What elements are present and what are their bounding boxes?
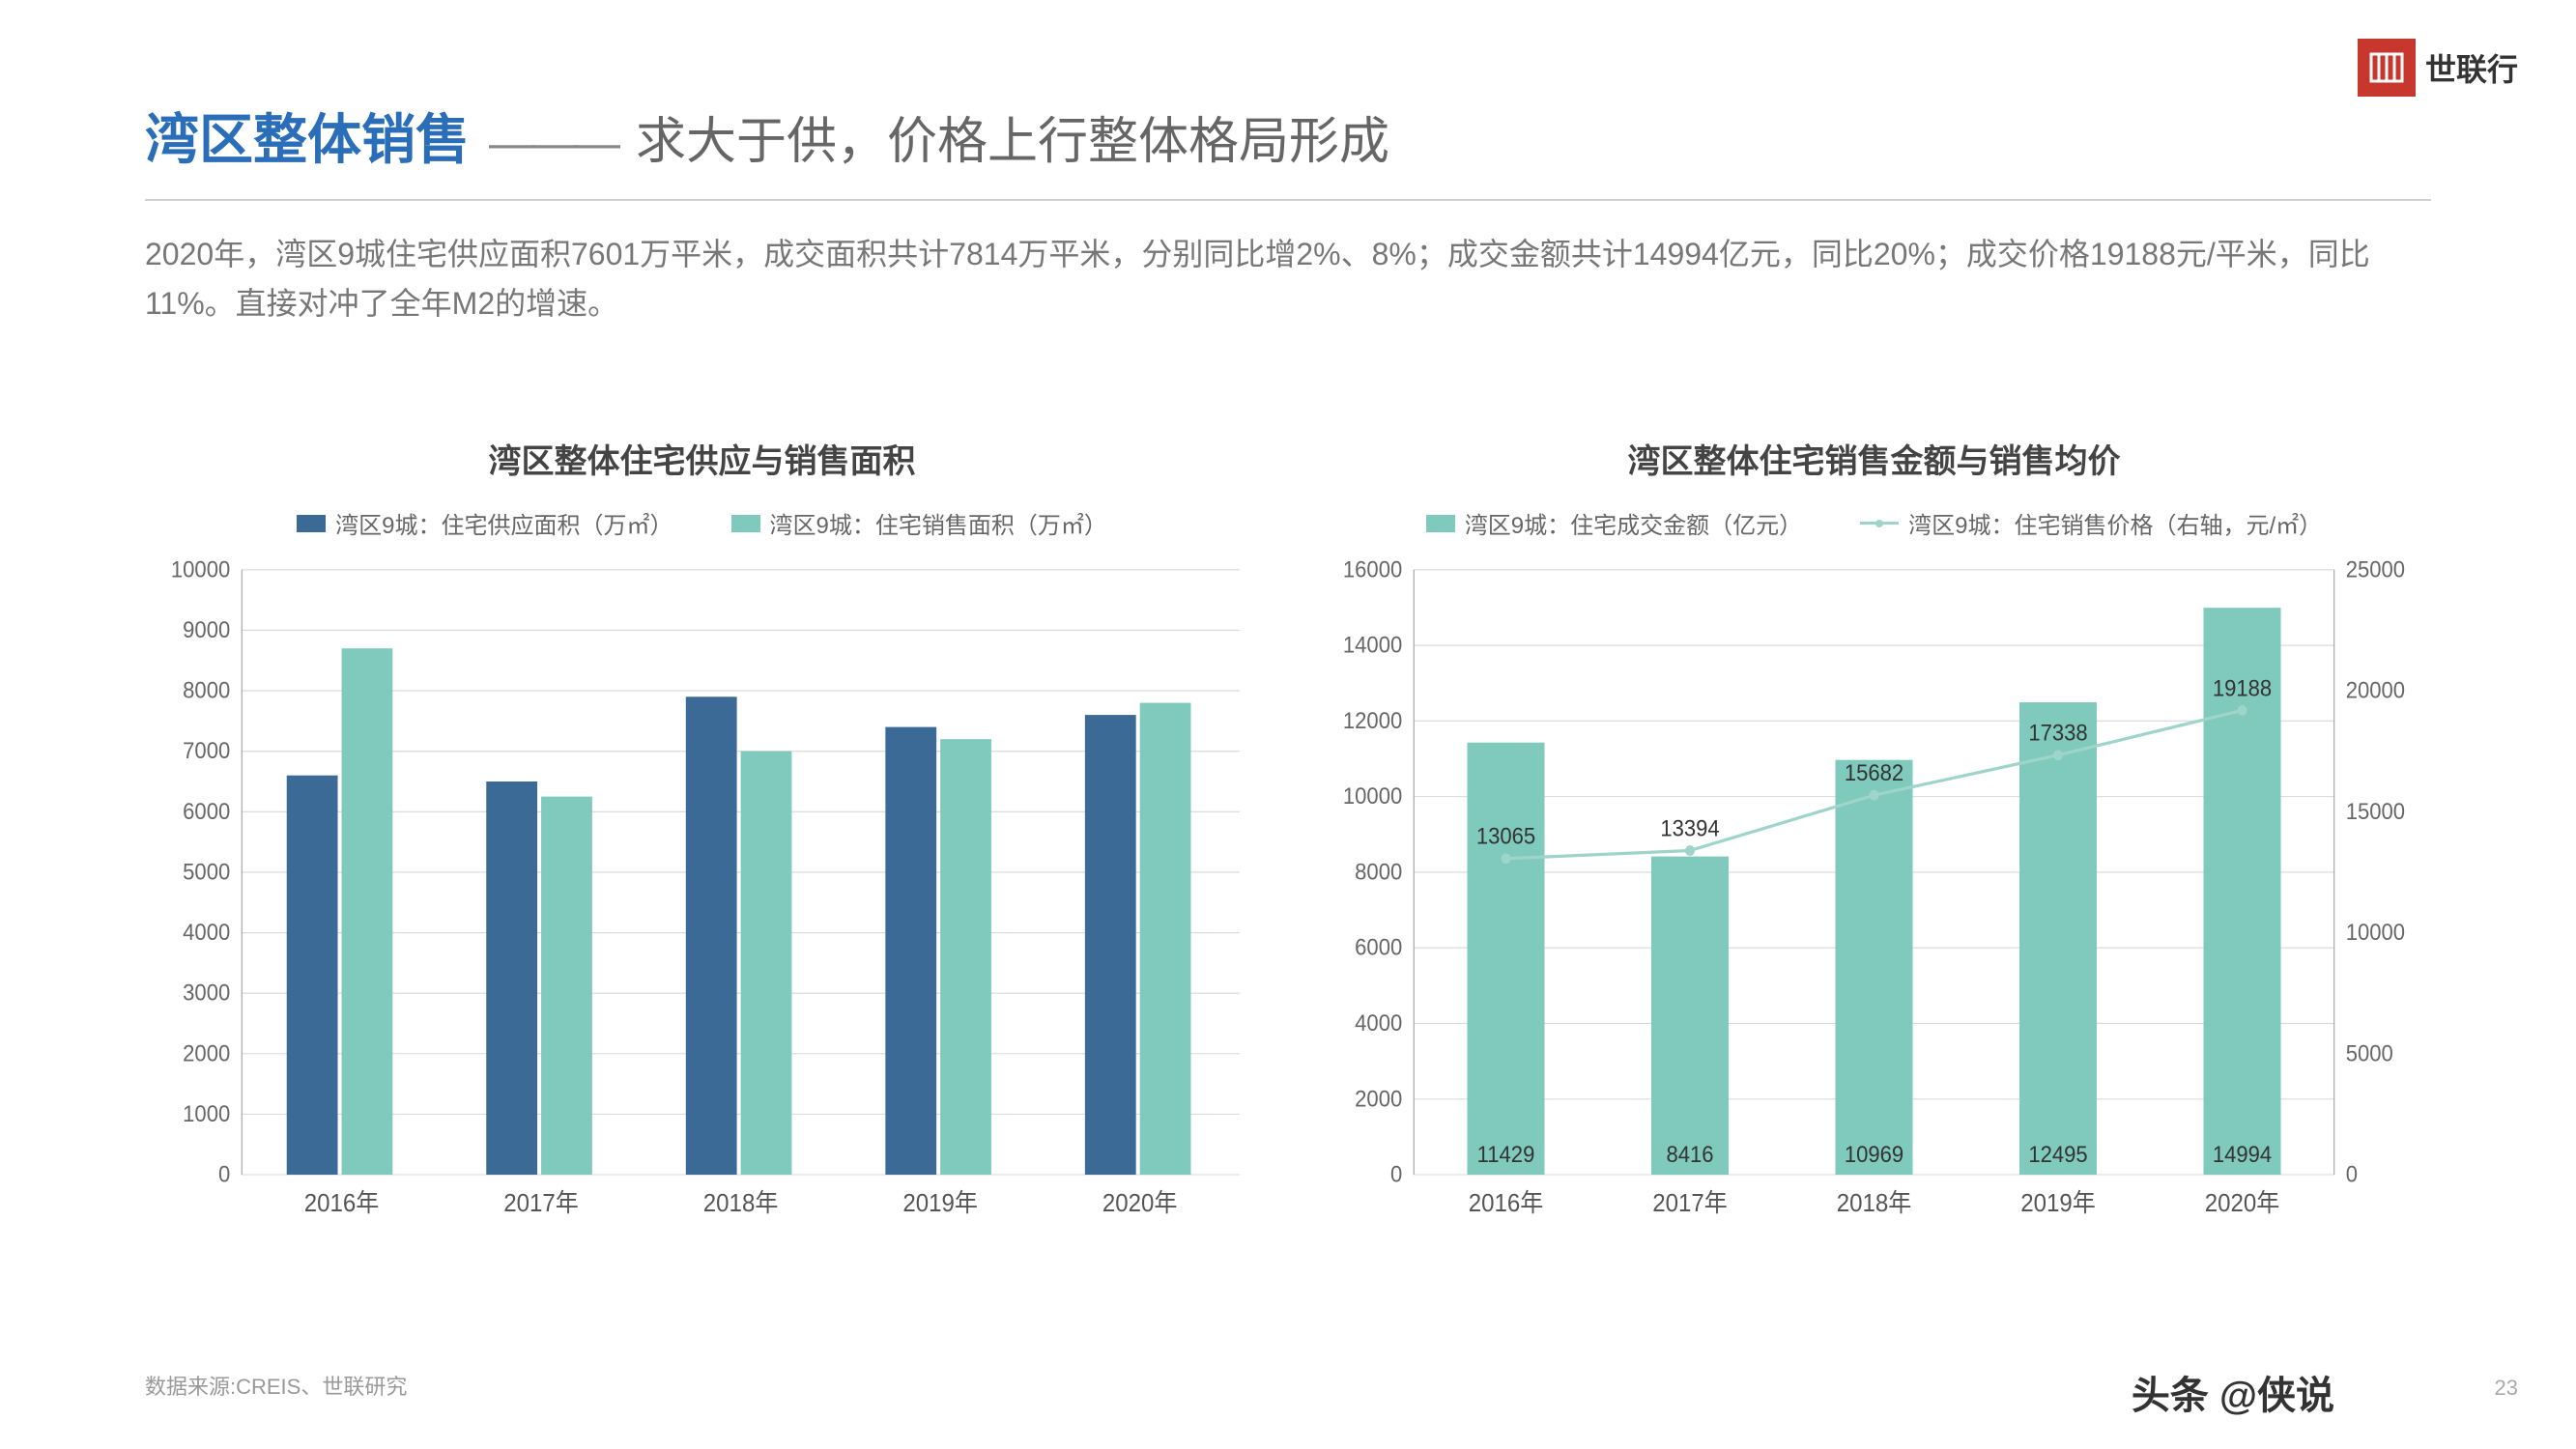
- legend-item: 湾区9城：住宅销售价格（右轴，元/㎡）: [1860, 506, 2322, 540]
- footer-source: 数据来源:CREIS、世联研究: [145, 1370, 407, 1401]
- chart-left-title: 湾区整体住宅供应与销售面积: [145, 435, 1259, 482]
- svg-text:16000: 16000: [1343, 559, 1402, 582]
- description-text: 2020年，湾区9城住宅供应面积7601万平米，成交面积共计7814万平米，分别…: [145, 230, 2431, 328]
- svg-text:0: 0: [218, 1161, 230, 1187]
- svg-text:10000: 10000: [2346, 920, 2405, 946]
- svg-text:10969: 10969: [1845, 1142, 1903, 1168]
- svg-text:5000: 5000: [2346, 1040, 2393, 1066]
- title-separator: ———: [489, 117, 616, 170]
- legend-swatch: [1426, 515, 1455, 532]
- legend-item: 湾区9城：住宅销售面积（万㎡）: [731, 506, 1107, 540]
- svg-text:2018年: 2018年: [703, 1189, 779, 1217]
- legend-item: 湾区9城：住宅成交金额（亿元）: [1426, 506, 1802, 540]
- svg-text:2017年: 2017年: [1652, 1189, 1728, 1217]
- chart-right-legend: 湾区9城：住宅成交金额（亿元） 湾区9城：住宅销售价格（右轴，元/㎡）: [1317, 506, 2431, 540]
- chart-left-legend: 湾区9城：住宅供应面积（万㎡） 湾区9城：住宅销售面积（万㎡）: [145, 506, 1259, 540]
- watermark: 头条 @侠说: [2132, 1364, 2334, 1420]
- svg-text:10000: 10000: [1343, 783, 1402, 810]
- title-row: 湾区整体销售 ——— 求大于供，价格上行整体格局形成: [145, 97, 2431, 175]
- svg-text:8416: 8416: [1666, 1142, 1713, 1168]
- svg-text:2020年: 2020年: [1102, 1189, 1178, 1217]
- svg-text:0: 0: [1390, 1161, 1402, 1187]
- legend-swatch: [731, 515, 760, 532]
- chart-left-svg: 0 1000 2000 3000 4000 5000 6000 7000 8000 9000 100…: [145, 559, 1259, 1227]
- chart-right-svg: 0 2000 4000 6000 8000 10000 12000 14000 16000 0 50…: [1317, 559, 2431, 1227]
- svg-text:11429: 11429: [1477, 1142, 1535, 1168]
- chart-right-panel: 湾区整体住宅销售金额与销售均价 湾区9城：住宅成交金额（亿元） 湾区9城：住宅销…: [1317, 435, 2431, 1227]
- svg-text:0: 0: [2346, 1161, 2358, 1187]
- svg-text:13065: 13065: [1476, 823, 1535, 849]
- svg-text:2020年: 2020年: [2205, 1189, 2280, 1217]
- svg-text:6000: 6000: [1355, 934, 1402, 960]
- svg-text:2000: 2000: [183, 1040, 230, 1066]
- legend-swatch: [297, 515, 326, 532]
- chart-right-plot: 0 2000 4000 6000 8000 10000 12000 14000 16000 0 50…: [1317, 559, 2431, 1227]
- svg-text:2018年: 2018年: [1837, 1189, 1912, 1217]
- svg-text:9000: 9000: [183, 617, 230, 643]
- svg-text:4000: 4000: [1355, 1010, 1402, 1037]
- svg-text:14000: 14000: [1343, 632, 1402, 658]
- logo-icon: [2358, 39, 2416, 97]
- slide: 世联行 湾区整体销售 ——— 求大于供，价格上行整体格局形成 2020年，湾区9…: [0, 0, 2576, 1449]
- svg-text:2019年: 2019年: [902, 1189, 978, 1217]
- svg-text:17338: 17338: [2028, 720, 2087, 746]
- svg-text:2016年: 2016年: [304, 1189, 380, 1217]
- svg-text:2019年: 2019年: [2020, 1189, 2096, 1217]
- svg-text:4000: 4000: [183, 920, 230, 946]
- svg-text:2017年: 2017年: [503, 1189, 579, 1217]
- title-divider: [145, 199, 2431, 201]
- legend-label: 湾区9城：住宅成交金额（亿元）: [1465, 506, 1802, 540]
- svg-text:12495: 12495: [2028, 1142, 2087, 1168]
- svg-text:1000: 1000: [183, 1101, 230, 1127]
- chart-left-plot: 0 1000 2000 3000 4000 5000 6000 7000 8000 9000 100…: [145, 559, 1259, 1227]
- svg-text:8000: 8000: [1355, 859, 1402, 885]
- svg-text:7000: 7000: [183, 738, 230, 764]
- svg-text:13394: 13394: [1660, 815, 1720, 841]
- charts-row: 湾区整体住宅供应与销售面积 湾区9城：住宅供应面积（万㎡） 湾区9城：住宅销售面…: [145, 435, 2431, 1227]
- svg-text:5000: 5000: [183, 859, 230, 885]
- svg-text:20000: 20000: [2346, 677, 2405, 703]
- svg-text:10000: 10000: [171, 559, 230, 582]
- svg-text:2016年: 2016年: [1469, 1189, 1544, 1217]
- legend-item: 湾区9城：住宅供应面积（万㎡）: [297, 506, 673, 540]
- legend-label: 湾区9城：住宅供应面积（万㎡）: [335, 506, 673, 540]
- chart-left-panel: 湾区整体住宅供应与销售面积 湾区9城：住宅供应面积（万㎡） 湾区9城：住宅销售面…: [145, 435, 1259, 1227]
- legend-label: 湾区9城：住宅销售价格（右轴，元/㎡）: [1908, 506, 2322, 540]
- svg-text:15000: 15000: [2346, 798, 2405, 824]
- svg-text:6000: 6000: [183, 798, 230, 824]
- svg-text:14994: 14994: [2213, 1142, 2273, 1168]
- svg-text:19188: 19188: [2213, 675, 2272, 701]
- svg-text:15682: 15682: [1845, 760, 1903, 786]
- title-sub: 求大于供，价格上行整体格局形成: [636, 100, 1389, 173]
- svg-text:3000: 3000: [183, 980, 230, 1006]
- brand-logo: 世联行: [2358, 39, 2518, 97]
- page-number: 23: [2495, 1376, 2518, 1401]
- logo-text: 世联行: [2425, 45, 2518, 90]
- svg-text:12000: 12000: [1343, 708, 1402, 734]
- legend-label: 湾区9城：住宅销售面积（万㎡）: [770, 506, 1107, 540]
- title-main: 湾区整体销售: [145, 97, 470, 175]
- legend-line-swatch: [1860, 522, 1899, 525]
- svg-text:8000: 8000: [183, 677, 230, 703]
- svg-text:25000: 25000: [2346, 559, 2405, 582]
- svg-text:2000: 2000: [1355, 1086, 1402, 1112]
- chart-right-title: 湾区整体住宅销售金额与销售均价: [1317, 435, 2431, 482]
